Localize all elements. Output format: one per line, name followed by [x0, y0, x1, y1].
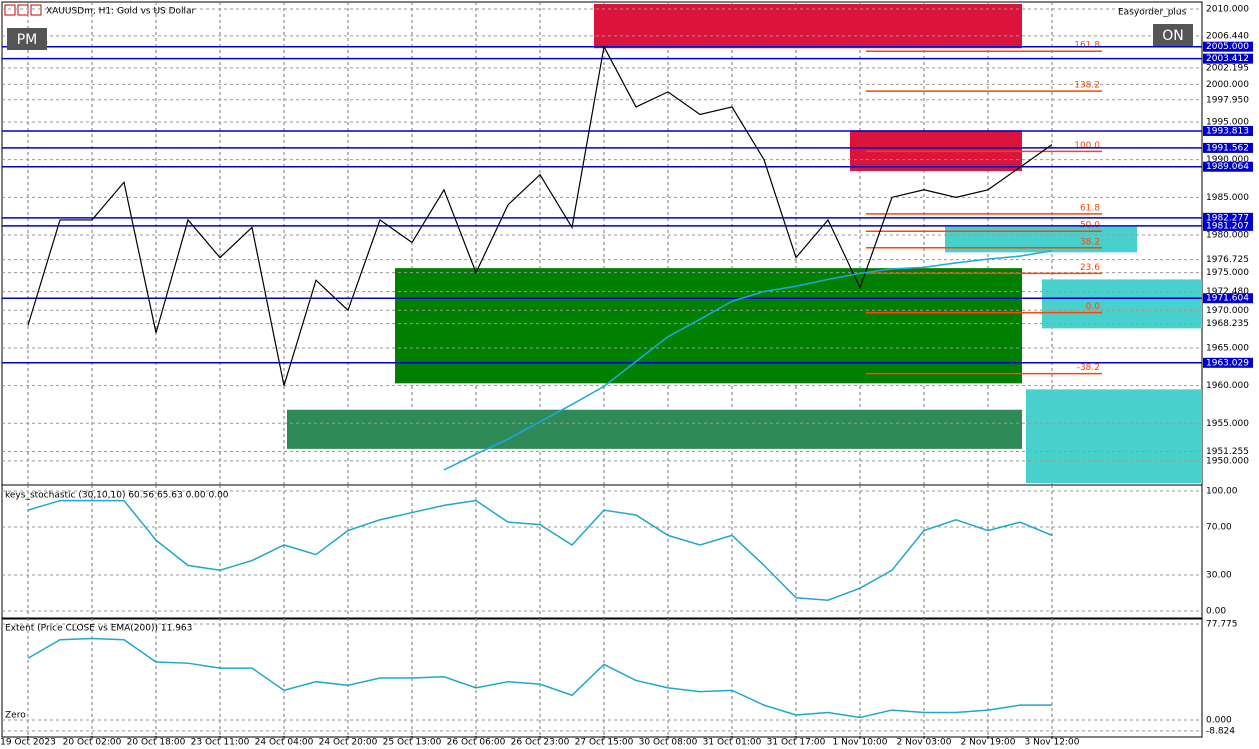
level-label-bg: [1203, 125, 1253, 136]
price-zone: [594, 4, 1022, 49]
price-zone: [850, 130, 1022, 171]
x-tick-label: 2 Nov 03:00: [897, 738, 952, 748]
symbol-icon: [4, 4, 16, 16]
panel-title: Extent (Price CLOSE vs EMA(200)) 11.963: [5, 624, 192, 634]
button-bg: [7, 28, 47, 50]
level-label: 1963.029: [1206, 358, 1249, 368]
y-tick-label: 1995.000: [1206, 118, 1249, 128]
y-tick-label: 1970.000: [1206, 306, 1249, 316]
y-tick-label: 2000.000: [1206, 80, 1249, 90]
level-label: 1971.604: [1206, 294, 1249, 304]
x-tick-label: 26 Oct 06:00: [447, 738, 506, 748]
symbol-title: XAUUSDm, H1: Gold vs US Dollar: [46, 7, 196, 17]
y-tick-label: 30.00: [1206, 570, 1232, 580]
level-label: 1991.562: [1206, 143, 1249, 153]
y-tick-label: -8.824: [1206, 726, 1235, 736]
y-tick-label: 1997.950: [1206, 95, 1249, 105]
y-tick-label: 1985.000: [1206, 193, 1249, 203]
y-tick-label: 1976.725: [1206, 255, 1249, 265]
y-tick-label: 1960.000: [1206, 381, 1249, 391]
y-tick-label: 0.000: [1206, 715, 1232, 725]
y-tick-label: 1955.000: [1206, 419, 1249, 429]
y-tick-label: 100.00: [1206, 486, 1238, 496]
y-tick-label: 1990.000: [1206, 155, 1249, 165]
expert-name: Easyorder_plus: [1118, 8, 1187, 18]
y-tick-label: 1951.255: [1206, 447, 1249, 457]
level-label: 2003.412: [1206, 54, 1249, 64]
level-label: 1981.207: [1206, 221, 1249, 231]
level-label-bg: [1203, 41, 1253, 52]
panel-frame: [1, 617, 1203, 738]
y-tick-label: 0.00: [1206, 606, 1226, 616]
fib-label: 161.8: [1074, 41, 1100, 51]
price-zone: [395, 268, 1022, 384]
price-zone: [1026, 389, 1202, 483]
fib-label: 100.0: [1074, 141, 1100, 151]
x-tick-label: 24 Oct 20:00: [319, 738, 378, 748]
panel-title: keys_stochastic (30,10,10) 60.56 65.63 0…: [5, 491, 229, 501]
level-label-bg: [1203, 53, 1253, 64]
x-tick-label: 25 Oct 13:00: [383, 738, 442, 748]
fib-label: 0.0: [1086, 302, 1101, 312]
y-tick-label: 1965.000: [1206, 343, 1249, 353]
level-label-bg: [1203, 161, 1253, 172]
x-tick-label: 20 Oct 02:00: [63, 738, 122, 748]
fib-label: 61.8: [1080, 203, 1100, 213]
y-tick-label: 1968.235: [1206, 319, 1249, 329]
price-zone: [1042, 279, 1202, 329]
y-tick-label: 2006.440: [1206, 31, 1249, 41]
level-label: 1982.277: [1206, 213, 1249, 223]
y-tick-label: 1950.000: [1206, 456, 1249, 466]
button-label[interactable]: PM: [17, 32, 38, 48]
panel-annotation: Zero: [5, 711, 26, 721]
level-label-bg: [1203, 357, 1253, 368]
level-label: 1989.064: [1206, 162, 1249, 172]
y-tick-label: 2010.000: [1206, 5, 1249, 15]
symbol-icon: [30, 4, 42, 16]
series-line: [443, 250, 1053, 471]
level-label: 1993.813: [1206, 126, 1249, 136]
fib-label: 138.2: [1074, 81, 1100, 91]
x-tick-label: 26 Oct 23:00: [511, 738, 570, 748]
x-tick-label: 20 Oct 18:00: [127, 738, 186, 748]
price-zone: [287, 409, 1022, 449]
series-line: [27, 499, 1053, 601]
level-label: 2005.000: [1206, 42, 1249, 52]
series-line: [27, 637, 1052, 719]
panel-frame: [1, 484, 1203, 620]
y-tick-label: 1975.000: [1206, 268, 1249, 278]
level-label-bg: [1203, 142, 1253, 153]
x-tick-label: 27 Oct 15:00: [575, 738, 634, 748]
x-tick-label: 2 Nov 19:00: [961, 738, 1016, 748]
fib-label: -38.2: [1077, 363, 1100, 373]
x-tick-label: 1 Nov 10:00: [833, 738, 888, 748]
y-tick-label: 2002.195: [1206, 63, 1249, 73]
level-label-bg: [1203, 220, 1253, 231]
button-label[interactable]: ON: [1162, 28, 1184, 44]
x-tick-label: 30 Oct 08:00: [639, 738, 698, 748]
x-tick-label: 3 Nov 12:00: [1025, 738, 1080, 748]
level-label-bg: [1203, 293, 1253, 304]
level-label-bg: [1203, 212, 1253, 223]
button-bg: [1153, 24, 1193, 46]
x-tick-label: 31 Oct 01:00: [703, 738, 762, 748]
y-tick-label: 77.775: [1206, 619, 1238, 629]
fib-label: 38.2: [1080, 237, 1100, 247]
y-tick-label: 1980.000: [1206, 230, 1249, 240]
fib-label: 23.6: [1080, 263, 1100, 273]
x-tick-label: 19 Oct 2023: [0, 738, 56, 748]
x-tick-label: 24 Oct 04:00: [255, 738, 314, 748]
x-tick-label: 31 Oct 17:00: [767, 738, 826, 748]
x-tick-label: 23 Oct 11:00: [191, 738, 250, 748]
y-tick-label: 70.00: [1206, 522, 1232, 532]
series-line: [27, 44, 1053, 386]
y-tick-label: 1972.480: [1206, 287, 1249, 297]
